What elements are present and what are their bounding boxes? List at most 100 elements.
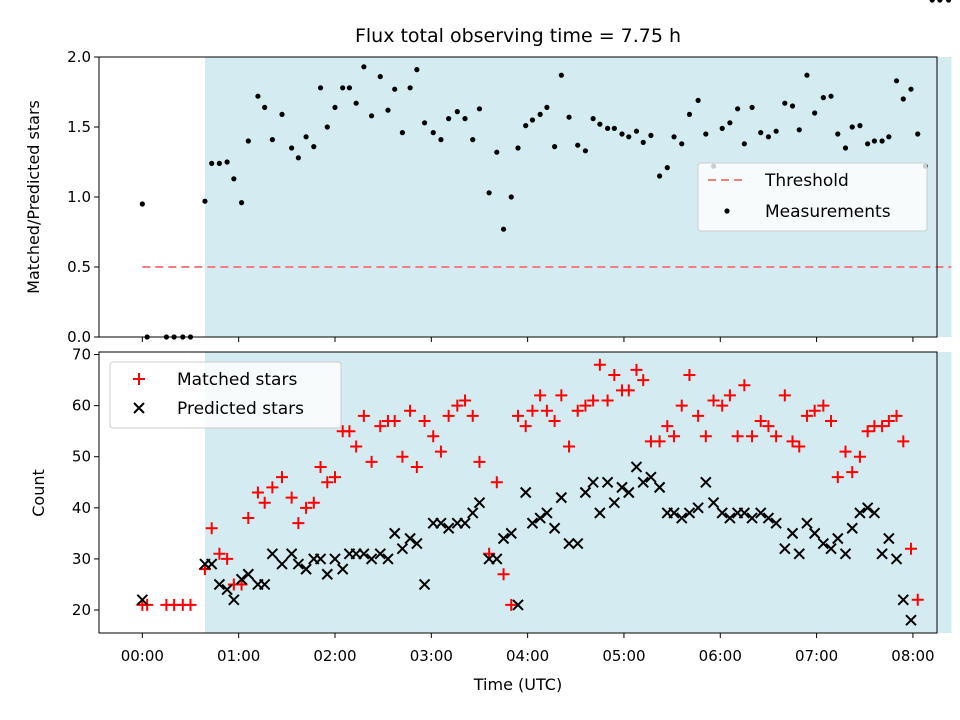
predicted-star-point [587, 476, 599, 488]
measurement-point [679, 141, 685, 147]
measurement-point [908, 86, 914, 92]
predicted-star-point [435, 517, 447, 529]
matched-star-point [350, 440, 363, 453]
matched-star-point [505, 598, 518, 611]
matched-star-point [526, 404, 539, 417]
predicted-star-point [890, 553, 903, 565]
predicted-star-point [623, 486, 635, 499]
predicted-star-point [389, 527, 401, 540]
measurement-point [515, 145, 521, 151]
measurement-point [368, 113, 375, 119]
x-tick-label: 00:00 [121, 647, 164, 665]
predicted-star-point [276, 558, 288, 570]
y-tick-label: 60 [72, 397, 91, 415]
predicted-star-point [801, 517, 813, 529]
predicted-star-point [637, 476, 649, 488]
predicted-star-point [505, 527, 517, 540]
measurement-point [865, 141, 871, 147]
matched-star-point [846, 466, 859, 479]
predicted-star-point [572, 537, 584, 550]
matched-star-points [136, 359, 924, 611]
predicted-star-point [676, 512, 688, 524]
predicted-star-point [396, 542, 409, 555]
measurement-point [719, 125, 725, 131]
measurement-point [566, 114, 572, 120]
measurement-point [937, 0, 943, 3]
matched-star-point [365, 455, 378, 468]
y-tick-label: 70 [72, 346, 91, 364]
measurement-point [575, 142, 581, 148]
measurement-point [879, 138, 885, 144]
matched-star-point [258, 496, 271, 509]
matched-star-point [839, 445, 852, 458]
predicted-star-point [616, 481, 628, 494]
predicted-star-point [292, 558, 305, 570]
y-tick-label: 30 [72, 550, 91, 568]
measurement-point [782, 100, 788, 106]
x-tick-label: 04:00 [506, 647, 549, 665]
predicted-star-point [861, 502, 874, 514]
measurement-point [544, 104, 550, 110]
measurement-point [421, 120, 428, 126]
legend-threshold-label: Threshold [764, 171, 849, 191]
matched-star-point [307, 496, 320, 509]
matched-star-point [213, 547, 226, 560]
matched-star-point [548, 414, 561, 427]
predicted-star-point [242, 568, 255, 580]
measurement-point [476, 106, 483, 112]
measurement-point [361, 64, 367, 70]
predicted-star-point [467, 507, 479, 519]
predicted-star-point [683, 507, 696, 519]
x-tick-label: 02:00 [313, 647, 356, 665]
measurement-point [392, 86, 398, 92]
matched-star-point [451, 399, 464, 412]
predicted-star-point [382, 553, 394, 565]
matched-star-point [540, 404, 553, 417]
matched-star-point [904, 542, 917, 555]
measurement-point [303, 134, 309, 140]
predicted-star-point [839, 548, 852, 560]
measurement-point [486, 190, 492, 196]
legend-predicted-swatch [133, 402, 145, 414]
measurement-point [255, 93, 261, 99]
top-legend: Threshold Measurements [697, 162, 928, 232]
matched-star-point [786, 435, 799, 448]
predicted-star-point [738, 507, 751, 519]
predicted-star-point [221, 583, 233, 596]
predicted-star-point [314, 553, 327, 565]
matched-star-point [388, 414, 401, 427]
predicted-star-point [548, 522, 561, 534]
matched-star-point [661, 420, 674, 433]
predicted-star-point [746, 512, 758, 524]
legend-measurements-swatch [724, 208, 730, 214]
predicted-star-point [808, 527, 821, 540]
predicted-star-point [653, 481, 666, 494]
measurement-point [915, 131, 921, 137]
measurement-point [796, 127, 802, 133]
matched-star-point [668, 430, 681, 443]
predicted-star-point [459, 517, 471, 529]
measurement-point [414, 67, 420, 73]
axes-frame [98, 351, 938, 634]
matched-star-point [897, 435, 910, 448]
measurement-point [289, 145, 295, 151]
predicted-star-point [825, 542, 837, 555]
matched-star-point [754, 414, 767, 427]
measurement-point [789, 103, 796, 109]
y-tick-label: 2.0 [67, 48, 91, 66]
legend-measurements-label: Measurements [765, 202, 891, 222]
measurement-point [311, 144, 317, 150]
measurement-point [812, 110, 818, 116]
measurement-point [269, 137, 275, 143]
measurement-point [727, 120, 733, 126]
matched-star-point [497, 568, 510, 581]
matched-star-point [473, 455, 486, 468]
predicted-star-point [716, 507, 728, 519]
matched-star-point [434, 445, 447, 458]
x-tick-label: 05:00 [602, 647, 645, 665]
measurement-point [633, 128, 640, 134]
measurement-point [648, 132, 654, 138]
predicted-star-point [668, 507, 680, 519]
matched-star-point [692, 409, 705, 422]
